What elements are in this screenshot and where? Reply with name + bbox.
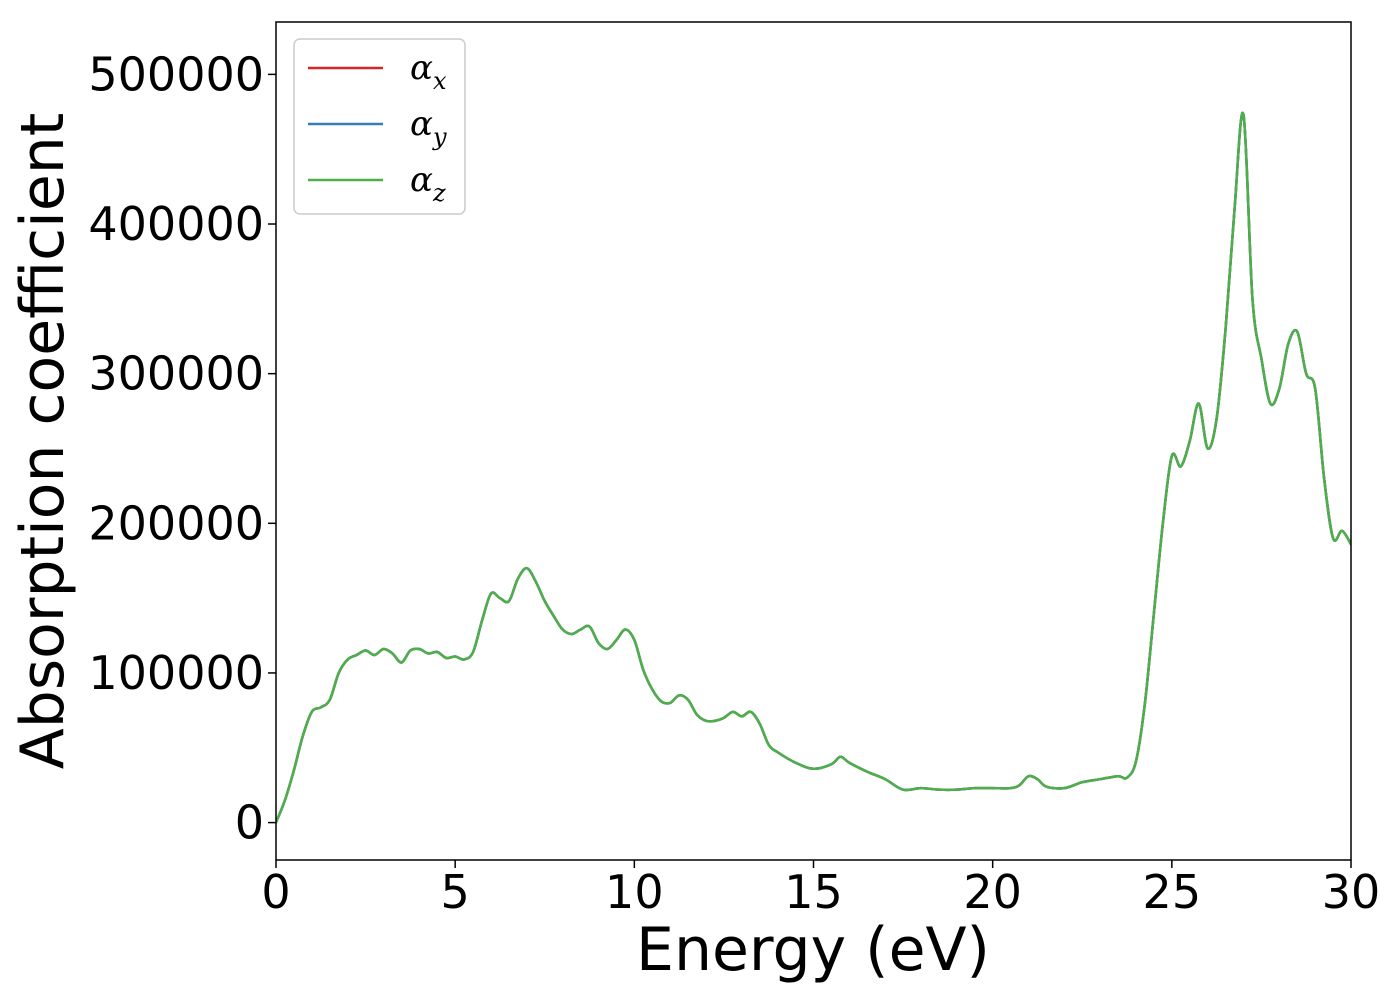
y-tick-label: 200000 (88, 496, 264, 550)
x-axis-label: Energy (eV) (636, 915, 990, 985)
y-tick-label: 100000 (88, 646, 264, 700)
x-axis: 0 5 10 15 20 25 30 (261, 860, 1380, 919)
series-lines (276, 111, 1351, 824)
x-tick-label: 0 (261, 865, 290, 919)
y-axis-label: Absorption coefficient (8, 113, 78, 770)
x-tick-label: 30 (1322, 865, 1381, 919)
series-line-z (276, 111, 1351, 824)
x-tick-label: 10 (605, 865, 664, 919)
y-tick-label: 400000 (88, 197, 264, 251)
x-tick-label: 20 (963, 865, 1022, 919)
legend-label-x: αx (410, 48, 447, 95)
x-tick-label: 15 (784, 865, 843, 919)
legend: αx αy αz (293, 38, 466, 215)
y-tick-label: 0 (235, 796, 264, 850)
y-axis: 0 100000 200000 300000 400000 500000 (88, 47, 276, 850)
legend-box (293, 38, 466, 215)
legend-label-z: αz (410, 160, 446, 207)
series-line-x (276, 111, 1351, 824)
x-tick-label: 5 (441, 865, 470, 919)
legend-label-y: αy (410, 104, 447, 151)
series-line-y (276, 111, 1351, 824)
y-tick-label: 300000 (88, 347, 264, 401)
y-tick-label: 500000 (88, 47, 264, 101)
x-tick-label: 25 (1143, 865, 1202, 919)
